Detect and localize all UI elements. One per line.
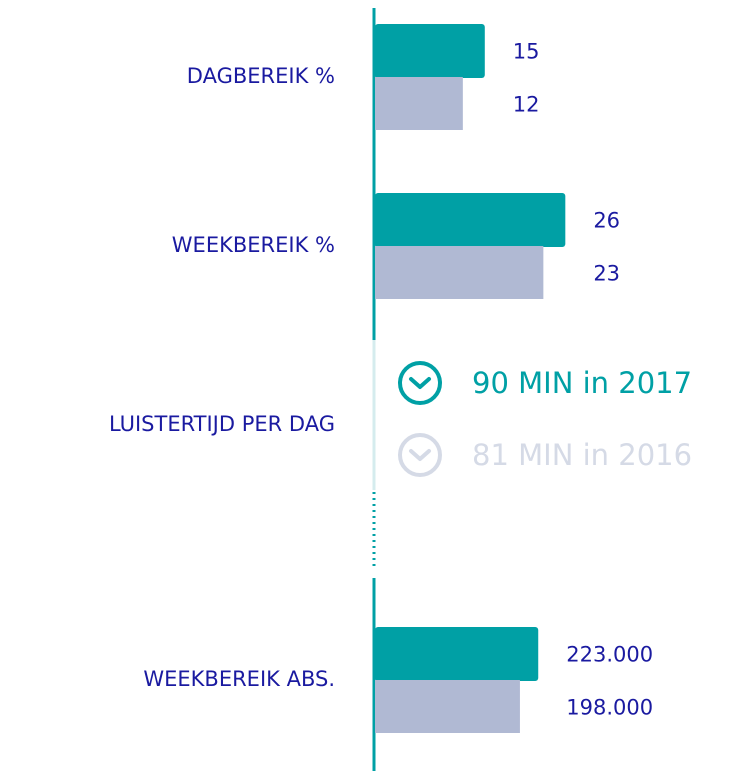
clock-icon	[398, 433, 442, 477]
value-label: 12	[513, 93, 540, 117]
value-label: 198.000	[566, 696, 653, 720]
bar	[375, 627, 539, 681]
category-label: LUISTERTIJD PER DAG	[109, 412, 335, 436]
listening-time: 81 MIN in 2016	[472, 438, 692, 472]
category-label: WEEKBEREIK %	[172, 233, 335, 257]
bar	[375, 680, 520, 733]
bar	[375, 246, 544, 299]
clock-hand	[409, 377, 431, 389]
category-label: DAGBEREIK %	[187, 64, 335, 88]
value-label: 26	[593, 209, 620, 233]
value-label: 23	[593, 262, 620, 286]
category-label: WEEKBEREIK ABS.	[143, 667, 335, 691]
bar	[375, 77, 463, 130]
clock-hand	[409, 449, 431, 461]
listening-time: 90 MIN in 2017	[472, 366, 692, 400]
value-label: 15	[513, 40, 540, 64]
clock-icon	[398, 361, 442, 405]
bar	[375, 24, 485, 78]
bar	[375, 193, 566, 247]
value-label: 223.000	[566, 643, 653, 667]
